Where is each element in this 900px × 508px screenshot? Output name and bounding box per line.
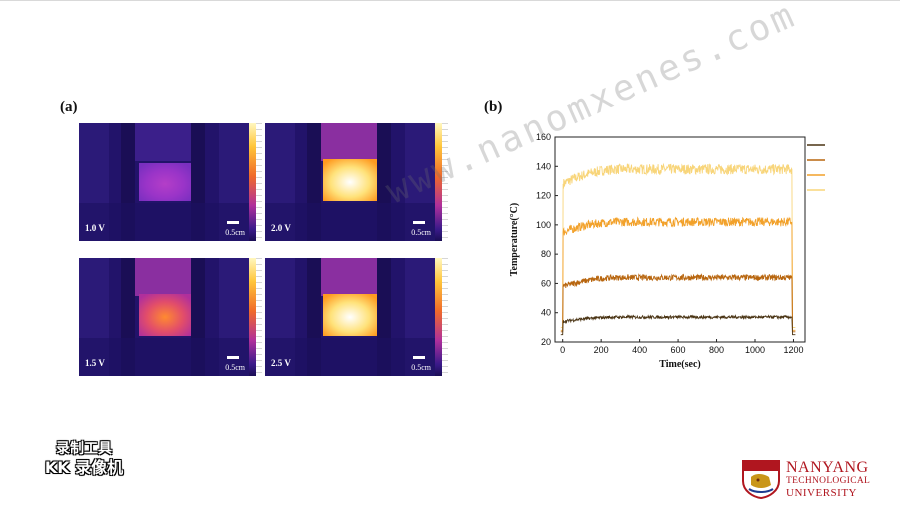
color-scale-ticks — [442, 123, 448, 241]
x-tick-label: 1200 — [783, 345, 803, 355]
x-tick-label: 600 — [671, 345, 686, 355]
recorder-logo: 录制工具 KK 录像机 — [36, 440, 132, 478]
color-scale-ticks — [442, 258, 448, 376]
thermal-voltage-label: 2.0 V — [271, 223, 291, 233]
color-scale-bar — [435, 258, 442, 376]
color-scale-ticks — [256, 123, 262, 241]
y-axis-label: Temperature(°C) — [509, 203, 520, 276]
color-scale-bar — [249, 123, 256, 241]
scale-bar-label: 0.5cm — [411, 363, 431, 372]
y-tick-label: 120 — [536, 191, 551, 201]
color-scale-ticks — [256, 258, 262, 376]
university-name: NANYANG TECHNOLOGICAL UNIVERSITY — [786, 460, 870, 499]
x-tick-label: 400 — [632, 345, 647, 355]
thermal-image-3: 1.5 V 0.5cm — [79, 258, 249, 376]
y-tick-label: 60 — [541, 278, 551, 288]
university-name-line3: UNIVERSITY — [786, 486, 857, 499]
thermal-image-2: 2.0 V 0.5cm — [265, 123, 435, 241]
scale-bar-label: 0.5cm — [411, 228, 431, 237]
x-tick-label: 0 — [560, 345, 565, 355]
scale-bar-label: 0.5cm — [225, 228, 245, 237]
scale-bar — [227, 356, 239, 359]
series-line-10V — [560, 314, 796, 336]
y-tick-label: 160 — [536, 132, 551, 142]
scale-bar — [413, 356, 425, 359]
color-scale-bar — [435, 123, 442, 241]
thermal-voltage-label: 1.0 V — [85, 223, 105, 233]
series-line-25V — [560, 162, 796, 328]
plot-frame — [554, 136, 806, 343]
series-line-20V — [560, 216, 796, 331]
scale-bar-label: 0.5cm — [225, 363, 245, 372]
top-rule — [0, 0, 900, 1]
x-tick-label: 800 — [709, 345, 724, 355]
y-tick-label: 100 — [536, 220, 551, 230]
x-axis-label: Time(sec) — [659, 359, 700, 370]
thermal-image-1: 1.0 V 0.5cm — [79, 123, 249, 241]
x-tick-label: 200 — [594, 345, 609, 355]
university-name-line1: NANYANG — [786, 459, 869, 476]
university-crest-icon — [742, 460, 780, 499]
color-scale-bar — [249, 258, 256, 376]
x-tick-label: 1000 — [745, 345, 765, 355]
panel-b-label: (b) — [484, 99, 503, 115]
temperature-time-chart: 20 40 60 80 100 120 140 160 0 200 400 600 800 1000 120… — [509, 132, 825, 370]
series-line-15V — [560, 273, 796, 333]
recorder-logo-line2: KK 录像机 — [44, 458, 124, 477]
y-tick-label: 40 — [541, 308, 551, 318]
thermal-image-4: 2.5 V 0.5cm — [265, 258, 435, 376]
scale-bar — [413, 221, 425, 224]
thermal-voltage-label: 1.5 V — [85, 358, 105, 368]
y-tick-label: 140 — [536, 161, 551, 171]
scale-bar — [227, 221, 239, 224]
thermal-voltage-label: 2.5 V — [271, 358, 291, 368]
y-tick-label: 20 — [541, 337, 551, 347]
y-tick-label: 80 — [541, 249, 551, 259]
panel-a-label: (a) — [60, 99, 78, 115]
recorder-logo-line1: 录制工具 — [56, 441, 112, 457]
university-name-line2: TECHNOLOGICAL — [786, 476, 871, 486]
